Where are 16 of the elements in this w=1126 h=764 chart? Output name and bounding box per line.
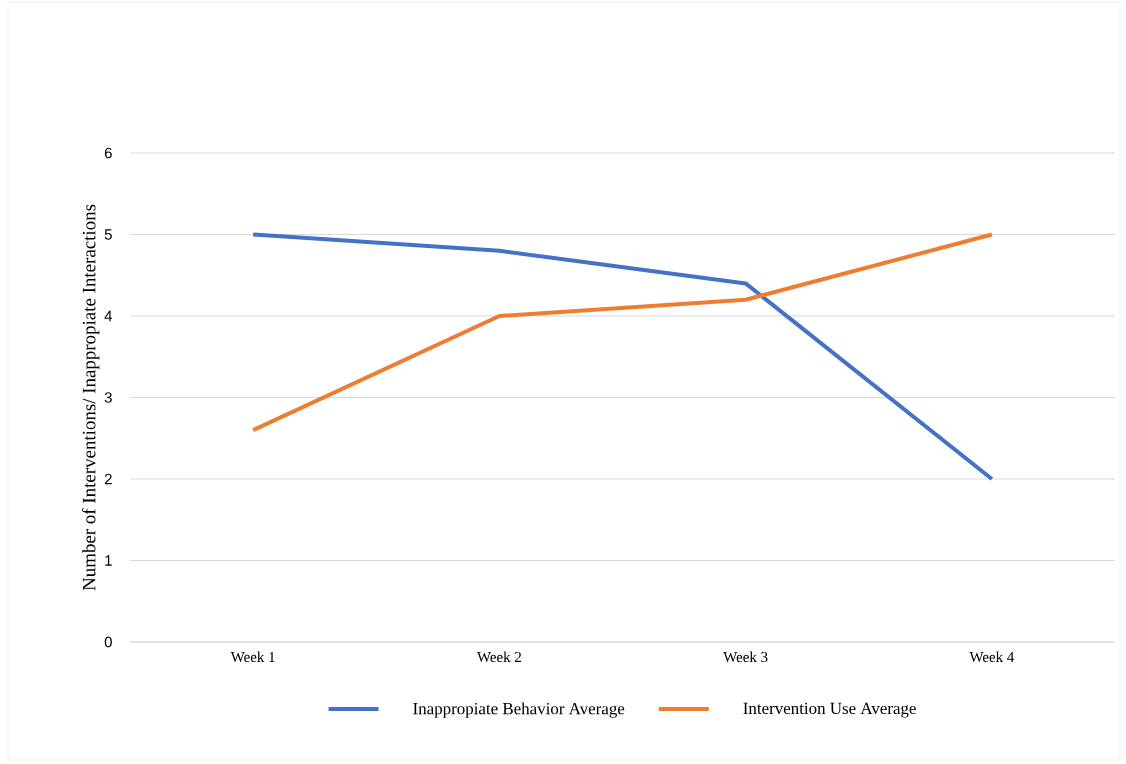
legend-label: Intervention Use Average xyxy=(743,702,916,718)
x-tick-label: Week 2 xyxy=(476,651,521,663)
y-tick-label: 4 xyxy=(104,310,113,322)
x-tick-label: Week 1 xyxy=(230,651,275,663)
y-tick-label: 6 xyxy=(104,147,112,159)
y-tick-label: 2 xyxy=(104,473,112,485)
line-series xyxy=(251,232,994,481)
line-series xyxy=(251,232,994,433)
y-tick-label: 1 xyxy=(105,555,112,566)
y-tick-label: 5 xyxy=(104,229,112,240)
x-tick-label: Week 3 xyxy=(723,651,768,663)
x-tick-label: Week 4 xyxy=(969,651,1015,663)
legend-label: Inappropiate Behavior Average xyxy=(413,702,625,718)
y-tick-label: 0 xyxy=(104,636,112,648)
y-tick-label: 3 xyxy=(104,392,112,403)
y-axis-title: Number of Interventions/ Inappropiate Interactions xyxy=(81,204,100,591)
